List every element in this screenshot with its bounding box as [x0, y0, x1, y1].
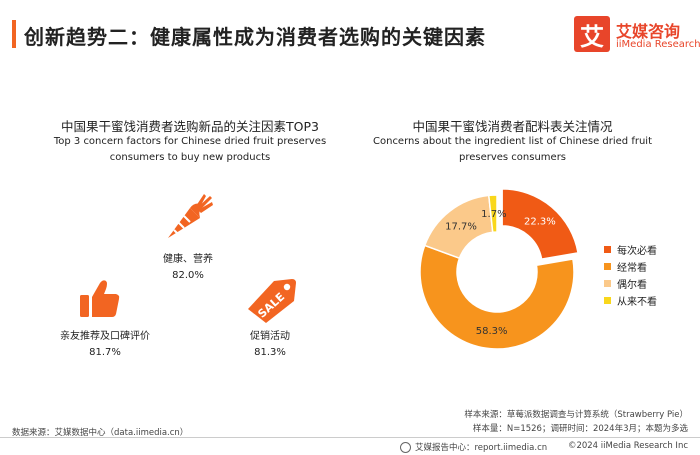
left-section-title: 中国果干蜜饯消费者选购新品的关注因素TOP3 [61, 119, 319, 134]
legend-swatch-1 [604, 263, 611, 270]
legend-swatch-2 [604, 280, 611, 287]
factor-health: 健康、营养 82.0% [128, 252, 248, 284]
legend-label-0: 每次必看 [617, 246, 657, 257]
carrot-icon [168, 194, 213, 238]
donut-slice-3 [487, 194, 498, 234]
legend-label-2: 偶尔看 [617, 280, 647, 291]
donut-label-2: 17.7% [445, 221, 477, 232]
report-center-text: 艾媒报告中心：report.iimedia.cn [415, 443, 548, 453]
legend-label-1: 经常看 [617, 263, 647, 274]
factor-health-value: 82.0% [172, 270, 204, 281]
logo-mark: 艾 [574, 16, 610, 52]
logo-name-cn: 艾媒咨询 [616, 22, 681, 41]
right-subtitle-line2: preserves consumers [458, 152, 567, 163]
factor-promotion: 促销活动 81.3% [215, 329, 325, 361]
page-title: 创新趋势二：健康属性成为消费者选购的关键因素 [24, 25, 486, 49]
legend-swatch-0 [604, 246, 611, 253]
legend-item-1: 经常看 [604, 259, 647, 274]
right-section-subtitle: Concerns about the ingredient list of Ch… [355, 134, 670, 166]
logo-name-en: iiMedia Research [616, 39, 700, 50]
footer-divider [0, 437, 700, 438]
factor-recommendation: 亲友推荐及口碑评价 81.7% [40, 329, 170, 361]
left-section-subtitle: Top 3 concern factors for Chinese dried … [30, 134, 350, 166]
legend-item-2: 偶尔看 [604, 276, 647, 291]
sale-tag-icon: SALE [248, 279, 296, 323]
sample-info: 样本量：N=1526；调研时间：2024年3月；本题为多选 [472, 424, 688, 434]
donut-label-0: 22.3% [524, 217, 556, 228]
factor-promotion-value: 81.3% [254, 347, 286, 358]
data-source: 数据来源：艾媒数据中心（data.iimedia.cn） [12, 428, 189, 438]
legend-swatch-3 [604, 297, 611, 304]
report-center: 艾媒报告中心：report.iimedia.cn [400, 441, 547, 453]
donut-label-3: 1.7% [481, 209, 506, 220]
legend-label-3: 从来不看 [617, 297, 657, 308]
donut-slice-0 [501, 188, 579, 260]
left-subtitle-line2: consumers to buy new products [109, 152, 271, 163]
right-subtitle-line1: Concerns about the ingredient list of Ch… [373, 136, 652, 147]
left-subtitle-line1: Top 3 concern factors for Chinese dried … [53, 136, 327, 147]
thumbs-up-icon [80, 280, 120, 317]
donut-slice-1 [419, 244, 575, 350]
factor-recommendation-label: 亲友推荐及口碑评价 [60, 331, 150, 342]
donut-label-1: 58.3% [476, 326, 508, 337]
right-section-title: 中国果干蜜饯消费者配料表关注情况 [412, 119, 613, 134]
legend-item-3: 从来不看 [604, 293, 657, 308]
header-accent-bar [12, 20, 16, 48]
legend-item-0: 每次必看 [604, 242, 657, 257]
iimedia-logo: 艾 艾媒咨询 iiMedia Research [574, 16, 700, 56]
report-center-icon [400, 441, 411, 453]
factor-promotion-label: 促销活动 [250, 331, 290, 342]
copyright: ©2024 iiMedia Research Inc [567, 441, 688, 451]
factor-health-label: 健康、营养 [163, 254, 213, 265]
factor-recommendation-value: 81.7% [89, 347, 121, 358]
sample-source: 样本来源：草莓派数据调查与计算系统（Strawberry Pie） [464, 410, 688, 420]
